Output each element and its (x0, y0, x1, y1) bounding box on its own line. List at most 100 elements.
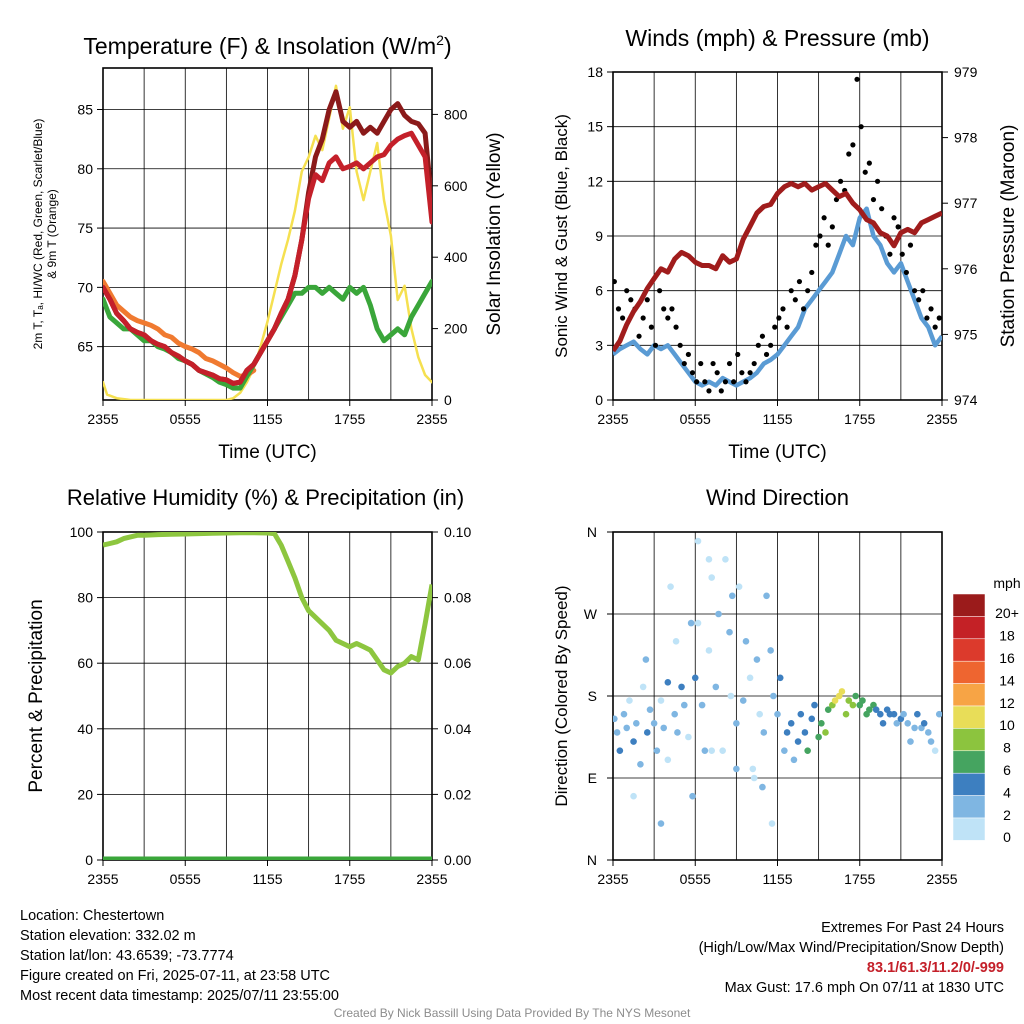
direction-point (849, 701, 857, 709)
plot-frame (612, 531, 943, 861)
direction-point (787, 720, 795, 727)
rh-series-line (103, 532, 432, 676)
max-gust-line: Max Gust: 17.6 mph On 07/11 at 1830 UTC (724, 980, 1004, 996)
y-tick-label: 15 (587, 119, 603, 135)
gust-point (920, 288, 926, 294)
direction-point (763, 592, 770, 600)
direction-point (657, 820, 665, 827)
gust-point (718, 388, 724, 394)
gust-point (800, 306, 807, 312)
gust-point (784, 324, 790, 330)
legend-swatch (952, 616, 986, 640)
direction-point (845, 697, 853, 704)
gust-point (702, 379, 708, 385)
y2-tick-label: 978 (954, 130, 978, 146)
x-tick-label: 1755 (844, 411, 875, 427)
direction-point (838, 688, 846, 695)
direction-point (678, 683, 685, 691)
extremes-title: Extremes For Past 24 Hours (821, 920, 1004, 936)
location-line: Location: Chestertown (20, 908, 165, 924)
x-tick-label: 0555 (680, 411, 711, 427)
gust-point (644, 297, 650, 303)
y-tick-label: 20 (77, 786, 93, 802)
legend-swatch (952, 772, 986, 796)
gust-point (763, 351, 770, 358)
y2-tick-label: 600 (444, 178, 468, 194)
series-group (103, 532, 432, 860)
gust-point (619, 315, 626, 321)
legend-label: 6 (1003, 762, 1011, 778)
direction-point (708, 747, 715, 754)
legend-swatch (952, 705, 986, 729)
winds-chart: 2355 0555 1155 1755 2355 0 3 6 9 12 15 18 974 975 976 9… (552, 25, 1019, 463)
gust-point (805, 288, 811, 294)
gust-point (879, 206, 885, 212)
gust-point (936, 315, 942, 321)
gust-point (911, 288, 918, 294)
legend-swatch (952, 683, 986, 707)
x-tick-label: 2355 (87, 871, 118, 887)
extremes-values: 83.1/61.3/11.2/0/-999 (866, 960, 1004, 976)
legend-label: 4 (1003, 784, 1011, 800)
y2-tick-label: 979 (954, 64, 978, 80)
timestamp-line: Most recent data timestamp: 2025/07/11 2… (20, 988, 339, 1004)
elevation-line: Station elevation: 332.02 m (20, 928, 196, 944)
y2-tick-label: 800 (444, 106, 468, 122)
temp-series-line (103, 130, 432, 386)
gust-point (788, 288, 794, 294)
direction-point (726, 628, 733, 636)
gust-point (899, 251, 905, 257)
direction-point (701, 747, 709, 754)
direction-point (760, 729, 768, 736)
gust-point (735, 351, 741, 358)
gust-point (751, 360, 757, 367)
direction-point (623, 724, 631, 732)
direction-point (866, 706, 873, 713)
gust-point (907, 242, 914, 248)
direction-point (653, 747, 661, 754)
chart-title: Wind Direction (706, 485, 849, 510)
direction-point (749, 765, 757, 773)
gust-point (928, 306, 934, 312)
chart-title: Winds (mph) & Pressure (mb) (625, 25, 929, 51)
gust-point (870, 196, 877, 203)
legend-title: mph (993, 575, 1020, 591)
direction-point (776, 674, 784, 682)
x-tick-label: 2355 (416, 871, 447, 887)
y-tick-label: N (587, 852, 597, 868)
temperature-chart: 2355 0555 1155 1755 2355 65 70 75 80 85 0 200 400 600… (31, 32, 505, 463)
direction-point (842, 710, 850, 718)
direction-point (616, 747, 624, 754)
direction-point (831, 697, 839, 704)
legend-swatch (952, 660, 986, 684)
gust-point (710, 360, 716, 367)
gust-point (866, 160, 872, 166)
gust-point (932, 324, 938, 330)
y2-tick-label: 977 (954, 195, 978, 211)
direction-point (727, 692, 735, 700)
y-axis-label: Direction (Colored By Speed) (552, 585, 571, 806)
y2-tick-label: 976 (954, 261, 978, 277)
y-axis-label-line2: & 9m T (Orange) (45, 189, 59, 279)
chart-title-part: Temperature (F) & Insolation (W/m (83, 33, 436, 59)
x-axis-label: Time (UTC) (728, 442, 827, 463)
direction-point (756, 710, 763, 718)
x-tick-label: 1155 (252, 871, 282, 887)
gust-point (615, 306, 622, 312)
direction-point (674, 729, 681, 736)
y-tick-label: 60 (77, 655, 93, 671)
direction-point (824, 706, 832, 713)
gust-point (887, 251, 893, 257)
extremes-subtitle: (High/Low/Max Wind/Precipitation/Snow De… (698, 940, 1004, 956)
direction-point (657, 697, 665, 704)
gust-point (657, 288, 663, 294)
gust-point (706, 388, 712, 394)
direction-point (924, 729, 932, 736)
y-tick-label: 80 (77, 161, 93, 177)
y-tick-label: 0 (595, 392, 603, 408)
x-tick-label: 2355 (926, 411, 957, 427)
direction-point (872, 706, 880, 713)
legend-swatch (952, 593, 986, 617)
gust-point (636, 333, 642, 339)
chart-title-superscript: 2 (436, 32, 444, 48)
